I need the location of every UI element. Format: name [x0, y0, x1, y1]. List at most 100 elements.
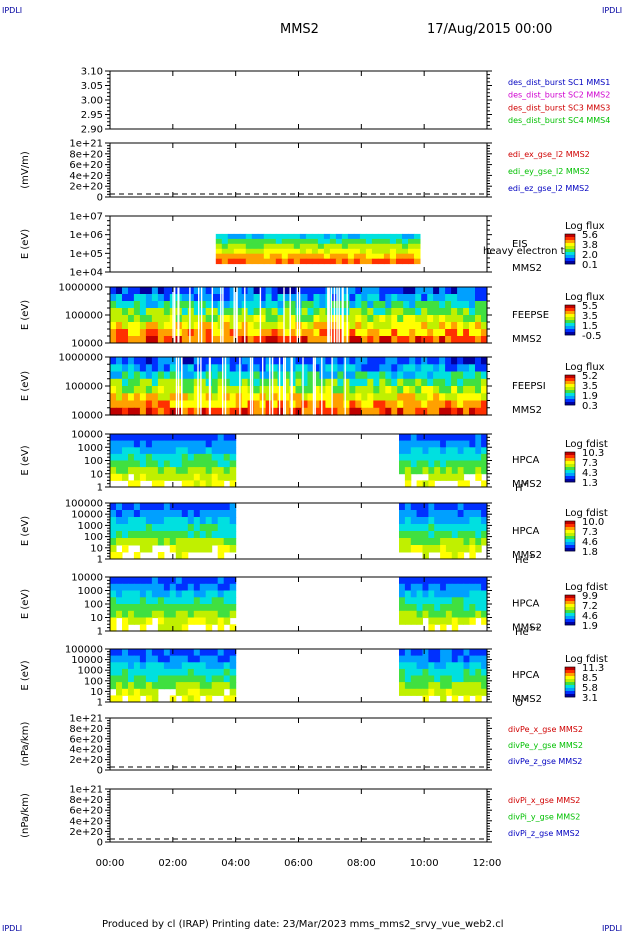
- data-gap-line: [198, 287, 200, 343]
- spectrogram-cell: [475, 364, 482, 373]
- spectrogram-cell: [481, 364, 488, 373]
- spectrogram-cell: [133, 453, 141, 461]
- y-tick-label: 2.95: [81, 110, 103, 121]
- data-gap-line: [200, 357, 202, 415]
- spectrogram-cell: [223, 510, 231, 518]
- spectrogram-cell: [373, 308, 380, 316]
- spectrogram-cells-hpca_he2: [110, 577, 488, 632]
- spectrogram-cell: [205, 301, 213, 309]
- spectrogram-cell: [337, 393, 344, 402]
- spectrogram-cell: [157, 378, 165, 387]
- spectrogram-cell: [451, 453, 459, 461]
- spectrogram-cell: [295, 386, 302, 394]
- spectrogram-cell: [457, 538, 465, 546]
- spectrogram-cell: [457, 610, 465, 619]
- spectrogram-cell: [422, 524, 429, 532]
- spectrogram-cell: [469, 597, 476, 605]
- spectrogram-cell: [410, 531, 418, 539]
- spectrogram-cell: [383, 243, 391, 250]
- spectrogram-cell: [122, 473, 129, 481]
- spectrogram-cell: [205, 447, 213, 455]
- spectrogram-cell: [139, 675, 147, 683]
- spectrogram-cell: [199, 467, 207, 475]
- colorbar-swatch: [565, 255, 575, 259]
- spectrogram-cell: [451, 617, 459, 625]
- spectrogram-cell: [481, 538, 488, 546]
- spectrogram-cell: [163, 510, 171, 518]
- spectrogram-cell: [229, 329, 237, 337]
- spectrogram-cell: [277, 407, 285, 416]
- spectrogram-cell: [199, 315, 207, 323]
- spectrogram-cell: [287, 233, 295, 240]
- spectrogram-cell: [319, 386, 326, 394]
- spectrogram-cell: [157, 322, 165, 330]
- spectrogram-cell: [211, 473, 219, 481]
- spectrogram-cell: [157, 294, 165, 302]
- spectrogram-cell: [175, 617, 183, 625]
- spectrogram-cell: [163, 378, 171, 387]
- spectrogram-cell: [122, 434, 129, 442]
- spectrogram-cell: [199, 386, 207, 394]
- spectrogram-cell: [317, 243, 325, 250]
- spectrogram-cell: [445, 473, 453, 481]
- spectrogram-cell: [157, 668, 165, 676]
- spectrogram-cell: [265, 329, 273, 337]
- spectrogram-cell: [187, 453, 195, 461]
- spectrogram-cell: [187, 577, 195, 585]
- spectrogram-cell: [451, 440, 459, 448]
- spectrogram-cell: [151, 400, 159, 409]
- spectrogram-cell: [163, 524, 171, 532]
- y-tick-label: 1: [97, 555, 103, 566]
- spectrogram-cell: [475, 386, 482, 394]
- spectrogram-cell: [187, 308, 195, 316]
- spectrogram-cell: [377, 253, 385, 260]
- spectrogram-cell: [139, 503, 147, 511]
- spectrogram-cell: [199, 577, 207, 585]
- spectrogram-cell: [175, 682, 183, 690]
- y-tick-label: 1: [97, 698, 103, 709]
- spectrogram-cell: [271, 364, 279, 373]
- spectrogram-cell: [110, 538, 117, 546]
- spectrogram-cell: [139, 473, 147, 481]
- spectrogram-cell: [139, 287, 147, 295]
- panel-frame-divpe: [109, 717, 488, 771]
- y-axis-label: E (eV): [20, 660, 31, 690]
- spectrogram-cell: [445, 322, 452, 330]
- spectrogram-cell: [193, 577, 201, 585]
- spectrogram-cell: [427, 329, 434, 337]
- spectrogram-cell: [215, 248, 223, 255]
- spectrogram-cell: [457, 357, 464, 365]
- spectrogram-cell: [253, 378, 261, 387]
- data-gap-line: [331, 357, 333, 415]
- spectrogram-cell: [229, 440, 237, 448]
- spectrogram-cell: [116, 453, 123, 461]
- spectrogram-cell: [281, 243, 289, 250]
- spectrogram-cell: [116, 447, 123, 455]
- spectrogram-cell: [434, 655, 441, 663]
- spectrogram-cell: [211, 590, 219, 598]
- spectrogram-cell: [349, 336, 356, 344]
- spectrogram-cell: [343, 400, 350, 409]
- spectrogram-cell: [157, 400, 165, 409]
- spectrogram-cell: [475, 407, 482, 416]
- spectrogram-cell: [128, 583, 135, 592]
- spectrogram-cell: [211, 668, 219, 676]
- spectrogram-cell: [223, 315, 231, 323]
- spectrogram-cell: [116, 590, 123, 598]
- spectrogram-cell: [422, 447, 429, 455]
- spectrogram-cell: [463, 668, 470, 676]
- spectrogram-cell: [193, 407, 201, 416]
- spectrogram-cell: [353, 243, 361, 250]
- spectrogram-cell: [463, 315, 470, 323]
- spectrogram-cell: [193, 545, 201, 553]
- spectrogram-cell: [199, 407, 207, 416]
- spectrogram-cell: [463, 503, 470, 511]
- spectrogram-cell: [110, 590, 117, 598]
- spectrogram-cell: [349, 322, 356, 330]
- spectrogram-cell: [404, 440, 412, 448]
- spectrogram-cell: [187, 294, 195, 302]
- spectrogram-cell: [253, 329, 261, 337]
- spectrogram-cell: [187, 393, 195, 402]
- spectrogram-cell: [457, 524, 465, 532]
- spectrogram-cell: [451, 315, 458, 323]
